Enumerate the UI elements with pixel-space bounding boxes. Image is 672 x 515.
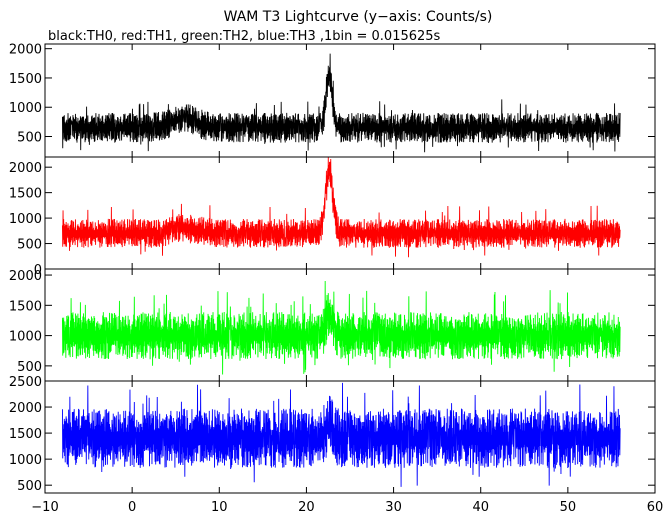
y-tick-label-TH1: 500 bbox=[17, 238, 42, 253]
y-tick-label-TH0: 500 bbox=[17, 131, 42, 146]
series-line-TH3 bbox=[61, 382, 621, 487]
series-line-TH1 bbox=[61, 157, 621, 258]
x-tick-label: 40 bbox=[472, 500, 489, 515]
y-tick-label-TH0: 1000 bbox=[9, 101, 42, 116]
chart-title: WAM T3 Lightcurve (y−axis: Counts/s) bbox=[224, 9, 493, 25]
y-tick-label-TH3: 1000 bbox=[9, 453, 42, 468]
x-tick-label: 20 bbox=[298, 500, 315, 515]
y-tick-label-TH3: 2500 bbox=[9, 375, 42, 390]
chart-subtitle: black:TH0, red:TH1, green:TH2, blue:TH3 … bbox=[48, 29, 441, 44]
panel-TH3: 500 1000 1500 2000 2500 bbox=[9, 375, 656, 494]
panel-frame-TH3 bbox=[44, 380, 656, 494]
panels: 5001000150020000500100015002000500100015… bbox=[9, 43, 656, 494]
panel-frame-TH1 bbox=[44, 156, 656, 270]
y-tick-label-TH2: 500 bbox=[17, 360, 42, 375]
x-axis: −10 0 10 20 30 40 50 60 bbox=[31, 500, 663, 515]
x-tick-label: 0 bbox=[128, 500, 136, 515]
y-tick-label-TH3: 2000 bbox=[9, 401, 42, 416]
series-line-TH2 bbox=[61, 280, 621, 375]
y-tick-label-TH3: 500 bbox=[17, 479, 42, 494]
y-tick-label-TH1: 2000 bbox=[9, 161, 42, 176]
x-tick-label: 60 bbox=[647, 500, 664, 515]
y-tick-label-TH2: 1500 bbox=[9, 299, 42, 314]
y-tick-label-TH2: 2000 bbox=[9, 269, 42, 284]
panel-TH1: 0 500 1000 1500 2000 bbox=[9, 156, 656, 278]
y-tick-label-TH1: 1500 bbox=[9, 187, 42, 202]
series-line-TH0 bbox=[61, 53, 621, 153]
y-tick-label-TH2: 1000 bbox=[9, 330, 42, 345]
y-tick-label-TH0: 1500 bbox=[9, 72, 42, 87]
x-tick-label: 10 bbox=[211, 500, 228, 515]
x-tick-label: 30 bbox=[385, 500, 402, 515]
y-tick-label-TH0: 2000 bbox=[9, 43, 42, 58]
x-tick-label: 50 bbox=[560, 500, 577, 515]
x-tick-label: −10 bbox=[31, 500, 58, 515]
panel-TH0: 500 1000 1500 2000 bbox=[9, 43, 656, 158]
panel-TH2: 500 1000 1500 2000 bbox=[9, 268, 656, 382]
y-tick-label-TH3: 1500 bbox=[9, 427, 42, 442]
y-tick-label-TH1: 0 bbox=[34, 263, 42, 278]
y-tick-label-TH1: 1000 bbox=[9, 212, 42, 227]
